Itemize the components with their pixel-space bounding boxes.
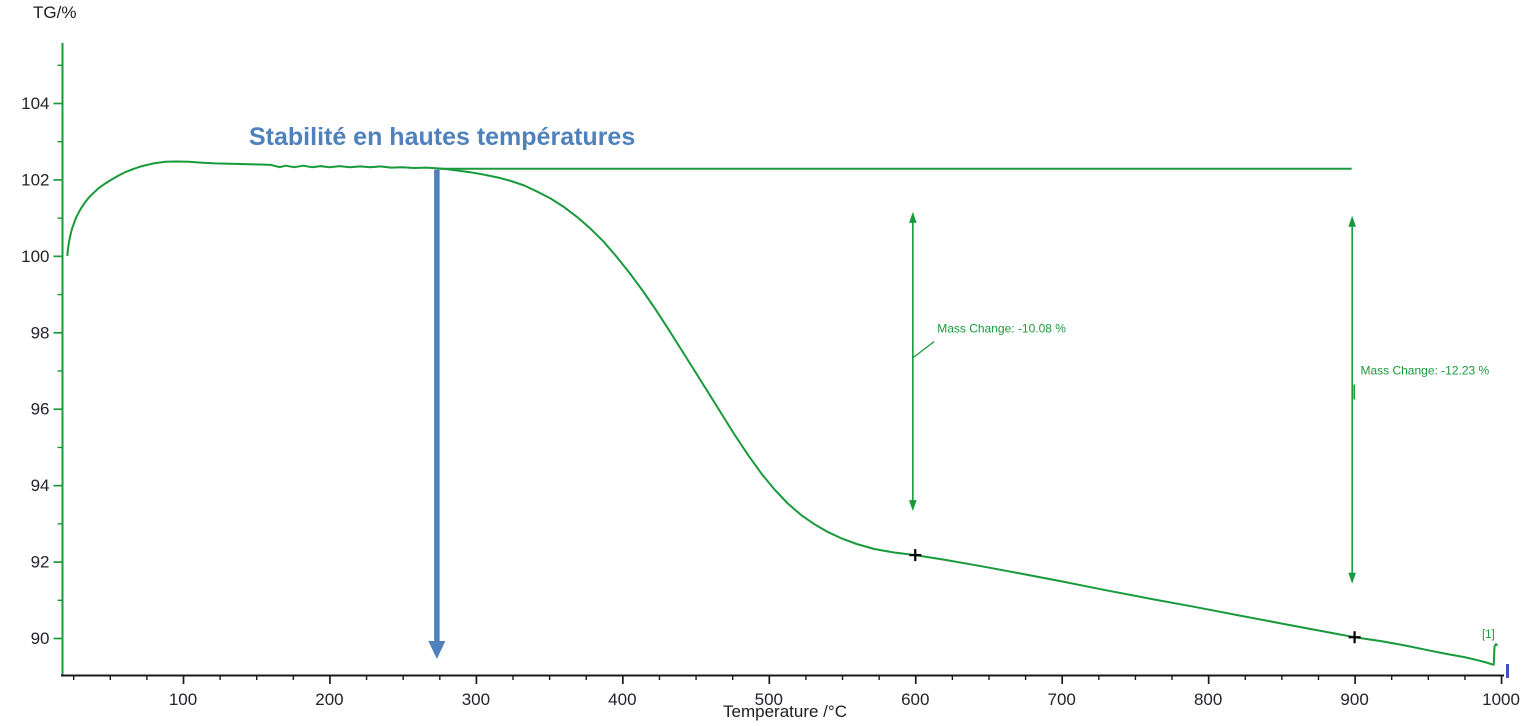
x-tick-label: 100	[169, 690, 197, 709]
stability-arrowhead-down	[428, 641, 446, 660]
x-tick-label: 900	[1340, 690, 1368, 709]
x-tick-label: 300	[462, 690, 490, 709]
y-tick-label: 100	[21, 247, 49, 266]
arrowhead-up	[909, 211, 917, 223]
y-tick-label: 94	[31, 476, 50, 495]
arrowhead-down	[909, 500, 917, 512]
annotation-leader-line	[912, 340, 935, 358]
curve-id-tag: [1]	[1482, 629, 1495, 641]
x-tick-label: 800	[1194, 690, 1222, 709]
y-tick-label: 98	[31, 323, 50, 342]
x-axis-title: Temperature /°C	[723, 702, 847, 721]
x-tick-label: 600	[901, 690, 929, 709]
x-tick-label: 400	[608, 690, 636, 709]
x-tick-label: 500	[755, 690, 783, 709]
y-tick-label: 104	[21, 94, 49, 113]
y-axis-title: TG/%	[33, 3, 77, 22]
y-tick-label: 92	[31, 553, 50, 572]
arrowhead-up	[1348, 215, 1356, 227]
stability-annotation-text: Stabilité en hautes températures	[249, 123, 636, 151]
x-tick-label: 1000	[1482, 690, 1520, 709]
tg-curve	[66, 160, 1499, 666]
y-tick-label: 90	[31, 629, 50, 648]
y-tick-label: 102	[21, 170, 49, 189]
x-tick-label: 200	[315, 690, 343, 709]
y-tick-label: 96	[31, 400, 50, 419]
arrowhead-down	[1348, 572, 1356, 584]
mass-change-label: Mass Change: -12.23 %	[1360, 363, 1489, 377]
x-tick-label: 700	[1048, 690, 1076, 709]
mass-change-label: Mass Change: -10.08 %	[937, 321, 1066, 335]
